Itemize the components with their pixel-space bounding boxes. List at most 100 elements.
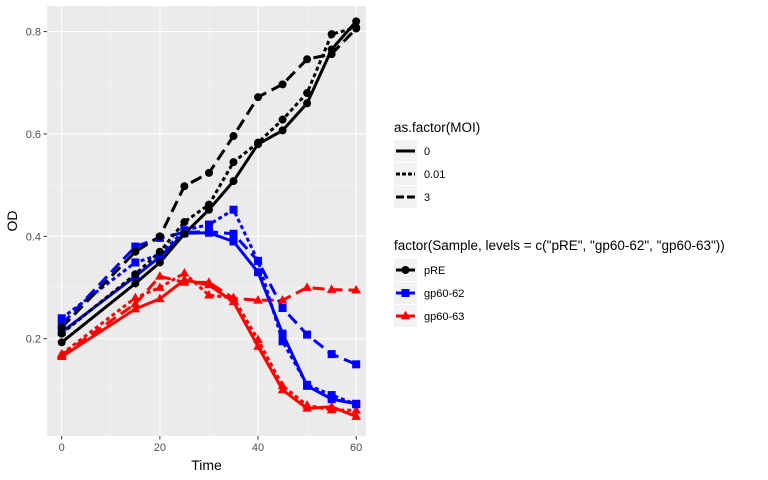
data-point-gp60-62 — [254, 256, 263, 265]
data-point-gp60-63 — [130, 303, 141, 313]
data-point-gp60-63 — [351, 405, 361, 414]
legend-sample-label: pRE — [424, 265, 445, 277]
data-point-gp60-62 — [278, 304, 287, 313]
data-point-gp60-63 — [253, 341, 263, 350]
legend-sample: factor(Sample, levels = c("pRE", "gp60-6… — [394, 238, 725, 327]
data-point-gp60-63 — [130, 292, 141, 302]
legend-moi-title: as.factor(MOI) — [394, 120, 480, 135]
data-point-pRE — [131, 247, 140, 256]
data-point-gp60-63 — [179, 277, 190, 286]
data-point-gp60-63 — [204, 290, 214, 299]
data-point-gp60-62 — [278, 337, 287, 346]
legend-key-bg — [394, 186, 417, 208]
data-point-pRE — [204, 168, 213, 177]
data-point-pRE — [180, 182, 189, 191]
data-point-gp60-63 — [351, 411, 361, 420]
data-point-gp60-62 — [352, 360, 361, 369]
data-point-gp60-62 — [229, 205, 238, 214]
data-point-gp60-62 — [327, 350, 336, 359]
data-point-pRE — [131, 279, 140, 288]
data-point-pRE — [155, 247, 164, 256]
data-point-gp60-63 — [277, 380, 288, 390]
data-point-pRE — [278, 80, 287, 89]
data-point-pRE — [57, 329, 66, 338]
legend-sample-label: gp60-62 — [424, 288, 464, 300]
data-point-gp60-63 — [155, 293, 165, 303]
data-point-pRE — [327, 30, 336, 39]
data-point-gp60-63 — [155, 282, 165, 291]
legend-sample-title: factor(Sample, levels = c("pRE", "gp60-6… — [394, 238, 725, 253]
y-tick-label: 0.6 — [26, 129, 41, 141]
data-point-gp60-63 — [204, 277, 214, 286]
data-point-gp60-63 — [228, 293, 239, 302]
x-tick-label: 20 — [154, 442, 166, 454]
legend-key-marker-pRE — [401, 266, 410, 274]
data-point-pRE — [327, 50, 336, 59]
data-point-gp60-62 — [352, 400, 361, 409]
legend-key-marker-gp60-63 — [400, 310, 411, 320]
data-point-pRE — [229, 132, 238, 141]
data-point-gp60-62 — [229, 237, 238, 246]
data-point-gp60-62 — [204, 220, 213, 229]
legend-moi-label: 0 — [424, 146, 430, 158]
y-tick-label: 0.2 — [26, 334, 41, 346]
data-point-gp60-63 — [326, 284, 337, 293]
x-axis-title: Time — [191, 457, 222, 473]
data-point-pRE — [352, 24, 361, 33]
data-point-pRE — [204, 200, 213, 209]
data-point-pRE — [155, 258, 164, 267]
x-tick-label: 40 — [252, 442, 264, 454]
x-tick-label: 0 — [59, 442, 65, 454]
legend-moi-label: 3 — [424, 192, 430, 204]
data-point-pRE — [155, 232, 164, 241]
data-point-gp60-63 — [326, 404, 337, 414]
data-point-gp60-62 — [327, 395, 336, 404]
data-point-pRE — [278, 126, 287, 135]
data-point-pRE — [278, 115, 287, 124]
y-tick-label: 0.8 — [26, 27, 41, 39]
x-tick-label: 60 — [350, 442, 362, 454]
data-point-gp60-63 — [155, 271, 165, 280]
data-point-gp60-63 — [277, 295, 288, 304]
data-point-gp60-62 — [327, 391, 336, 400]
data-point-gp60-62 — [254, 268, 263, 277]
data-point-pRE — [180, 218, 189, 227]
legend-key-marker-gp60-62 — [401, 289, 410, 297]
data-point-pRE — [57, 323, 66, 332]
data-point-pRE — [254, 138, 263, 147]
legend-moi-label: 0.01 — [424, 169, 445, 181]
data-point-pRE — [229, 158, 238, 167]
data-point-gp60-63 — [56, 349, 67, 359]
data-point-gp60-62 — [131, 258, 140, 267]
data-point-gp60-62 — [57, 314, 66, 323]
y-axis-title: OD — [4, 211, 20, 232]
data-point-pRE — [352, 17, 361, 26]
data-point-pRE — [254, 93, 263, 102]
data-point-gp60-63 — [130, 298, 141, 308]
data-point-gp60-62 — [229, 229, 238, 238]
data-point-gp60-63 — [253, 334, 263, 344]
legend-moi: as.factor(MOI) 0 0.01 3 — [394, 120, 480, 208]
data-point-gp60-62 — [131, 242, 140, 251]
data-point-gp60-63 — [302, 400, 312, 409]
data-point-pRE — [57, 338, 66, 347]
data-point-pRE — [180, 229, 189, 238]
data-point-gp60-62 — [303, 380, 312, 389]
data-point-pRE — [131, 270, 140, 279]
data-point-pRE — [229, 177, 238, 186]
data-point-pRE — [303, 89, 312, 98]
legend-sample-label: gp60-63 — [424, 311, 464, 323]
data-point-pRE — [303, 99, 312, 108]
data-point-gp60-62 — [303, 330, 312, 339]
data-point-gp60-62 — [278, 329, 287, 338]
data-point-gp60-63 — [302, 282, 312, 291]
data-point-pRE — [303, 55, 312, 64]
data-point-gp60-63 — [351, 284, 361, 294]
data-point-gp60-63 — [179, 268, 190, 277]
axes: 0 20 40 60 0.2 0.4 0.6 0.8 — [26, 27, 363, 454]
data-point-gp60-62 — [204, 227, 213, 236]
data-point-gp60-63 — [253, 295, 263, 304]
series-points — [56, 17, 361, 420]
y-tick-label: 0.4 — [26, 231, 41, 243]
